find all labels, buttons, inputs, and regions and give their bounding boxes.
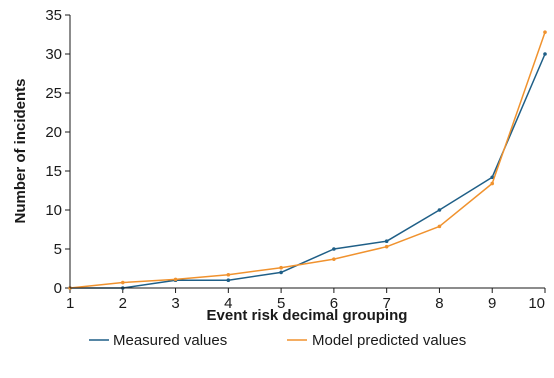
x-tick-label: 2 (119, 295, 127, 312)
x-axis-title: Event risk decimal grouping (207, 307, 408, 324)
data-point-0-6 (384, 239, 389, 243)
x-tick-label: 6 (330, 295, 338, 312)
data-point-1-1 (120, 280, 125, 285)
x-tick-label: 4 (224, 295, 232, 312)
legend-label-measured: Measured values (113, 332, 227, 349)
data-point-1-3 (226, 272, 231, 277)
y-tick-label: 10 (45, 202, 62, 219)
y-tick-label: 25 (45, 85, 62, 102)
data-point-1-7 (437, 224, 442, 229)
data-point-0-3 (226, 278, 231, 283)
x-tick-label: 3 (171, 295, 179, 312)
data-point-1-2 (173, 277, 178, 282)
y-axis-ticks: 0 5 10 15 20 25 30 35 (45, 7, 70, 297)
legend-label-predicted: Model predicted values (312, 332, 466, 349)
series-line-0 (70, 53, 546, 289)
x-tick-label: 5 (277, 295, 285, 312)
data-point-0-9 (543, 52, 547, 56)
x-tick-label: 7 (382, 295, 390, 312)
data-point-0-4 (279, 270, 283, 275)
series-layer (68, 30, 547, 290)
data-point-0-5 (332, 247, 336, 251)
data-point-1-4 (279, 265, 283, 270)
legend-item-predicted: Model predicted values (287, 332, 466, 349)
x-tick-label: 1 (66, 295, 74, 312)
y-tick-label: 30 (45, 46, 62, 63)
data-point-0-8 (490, 175, 495, 180)
x-axis-ticks: 1 2 3 4 5 6 7 8 9 10 (66, 288, 546, 312)
data-point-1-9 (543, 30, 547, 34)
data-point-0-7 (437, 208, 442, 212)
legend-item-measured: Measured values (89, 332, 227, 349)
y-tick-label: 15 (45, 163, 62, 180)
y-tick-label: 35 (45, 7, 62, 24)
x-tick-label: 9 (488, 295, 496, 312)
y-axis-title: Number of incidents (12, 78, 29, 223)
series-line-1 (69, 31, 546, 289)
data-point-1-8 (490, 181, 495, 186)
x-tick-label: 10 (528, 295, 545, 312)
y-tick-label: 0 (54, 280, 62, 297)
data-point-1-5 (332, 257, 336, 261)
x-tick-label: 8 (435, 295, 443, 312)
legend: Measured values Model predicted values (89, 332, 466, 349)
y-tick-label: 5 (54, 241, 62, 258)
data-point-1-6 (384, 244, 389, 249)
y-tick-label: 20 (45, 124, 62, 141)
